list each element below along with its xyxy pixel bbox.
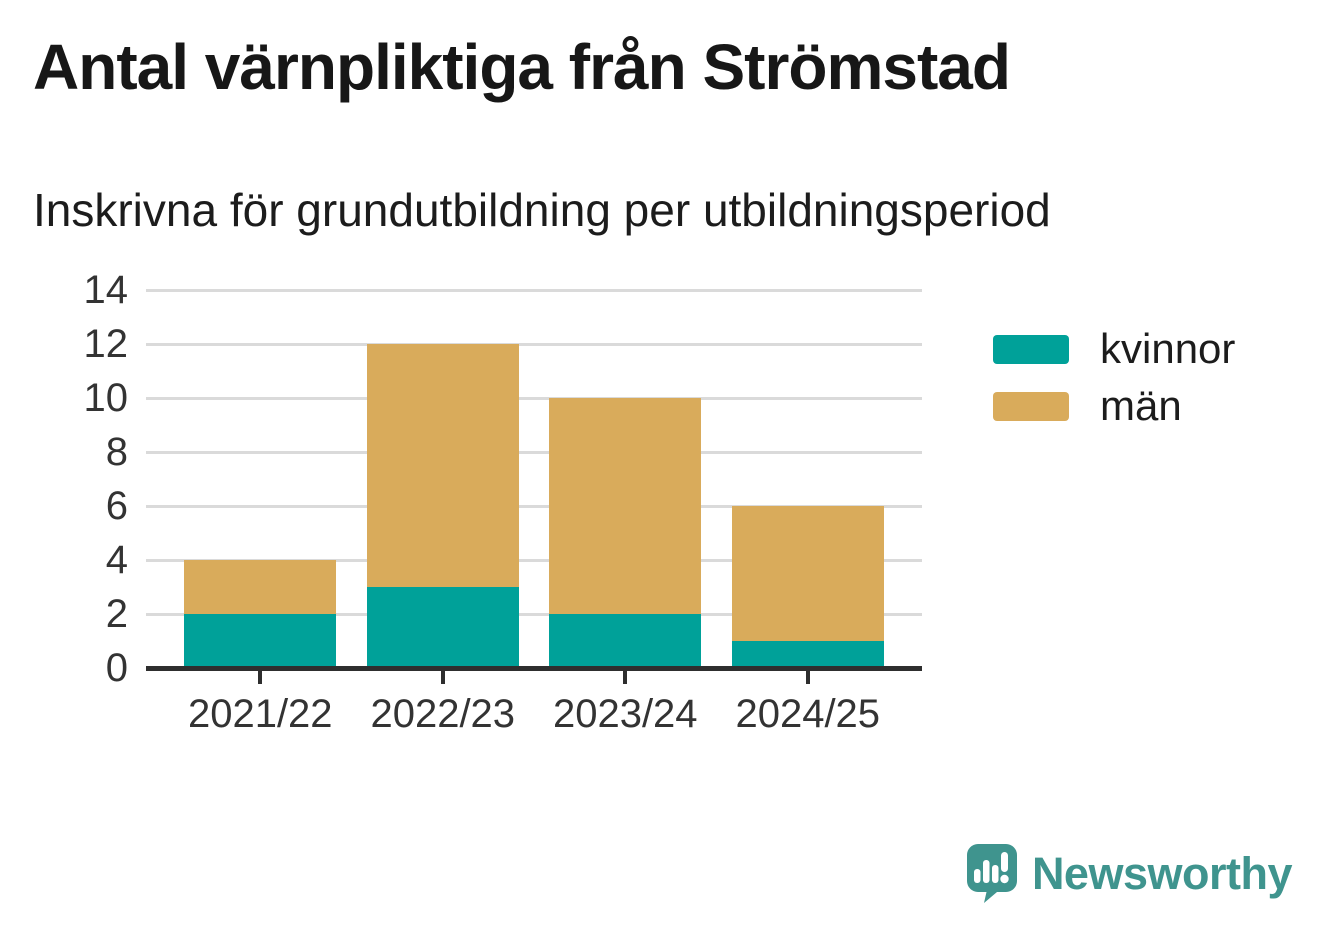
y-axis-tick-label-2: 2: [105, 592, 128, 636]
chart-title: Antal värnpliktiga från Strömstad: [33, 31, 1011, 103]
bar-segment-män-2023/24: [549, 398, 702, 614]
y-axis-tick-label-14: 14: [83, 268, 129, 312]
gridline-y-12: [146, 342, 922, 346]
y-axis-tick-label-10: 10: [83, 376, 129, 420]
x-tick-2021/22: [258, 671, 263, 684]
chart-subtitle: Inskrivna för grundutbildning per utbild…: [33, 184, 1051, 236]
bar-segment-män-2024/25: [731, 506, 884, 641]
legend-item-kvinnor: kvinnor: [993, 325, 1235, 373]
bar-segment-män-2022/23: [366, 344, 519, 587]
bar-group-2022/23: [366, 290, 519, 668]
y-axis-tick-label-0: 0: [105, 646, 128, 690]
newsworthy-logo-icon: [966, 844, 1017, 903]
x-axis-tick-label-2023/24: 2023/24: [552, 692, 698, 736]
gridline-y-10: [146, 396, 922, 400]
legend: kvinnor män: [993, 325, 1235, 439]
legend-label-kvinnor: kvinnor: [1100, 325, 1236, 372]
bar-segment-kvinnor-2023/24: [549, 614, 702, 668]
y-axis-tick-label-6: 6: [105, 484, 128, 528]
x-axis-line: [146, 666, 922, 671]
bar-group-2021/22: [184, 290, 337, 668]
bar-segment-kvinnor-2024/25: [731, 641, 884, 668]
bar-segment-kvinnor-2021/22: [184, 614, 337, 668]
gridline-y-6: [146, 504, 922, 508]
plot-area: [146, 288, 922, 684]
x-tick-2022/23: [440, 671, 445, 684]
gridline-y-14: [146, 288, 922, 292]
legend-label-män: män: [1100, 382, 1182, 429]
legend-swatch-kvinnor: [993, 334, 1069, 364]
y-axis-tick-label-4: 4: [105, 538, 128, 582]
gridline-y-8: [146, 450, 922, 454]
newsworthy-logo-text: Newsworthy: [1031, 848, 1293, 899]
bar-group-2024/25: [731, 290, 884, 668]
gridline-y-2: [146, 612, 922, 616]
x-tick-2023/24: [623, 671, 628, 684]
newsworthy-logo: Newsworthy: [966, 843, 1293, 905]
x-axis-tick-label-2021/22: 2021/22: [187, 692, 333, 736]
gridline-y-4: [146, 558, 922, 562]
legend-swatch-män: [993, 391, 1069, 421]
legend-item-män: män: [993, 382, 1235, 430]
bar-segment-kvinnor-2022/23: [366, 587, 519, 668]
x-tick-2024/25: [805, 671, 810, 684]
y-axis-tick-label-12: 12: [83, 322, 129, 366]
x-axis-tick-label-2024/25: 2024/25: [735, 692, 881, 736]
bar-group-2023/24: [549, 290, 702, 668]
x-axis-tick-label-2022/23: 2022/23: [370, 692, 516, 736]
bar-segment-män-2021/22: [184, 560, 337, 614]
y-axis-tick-label-8: 8: [105, 430, 128, 474]
